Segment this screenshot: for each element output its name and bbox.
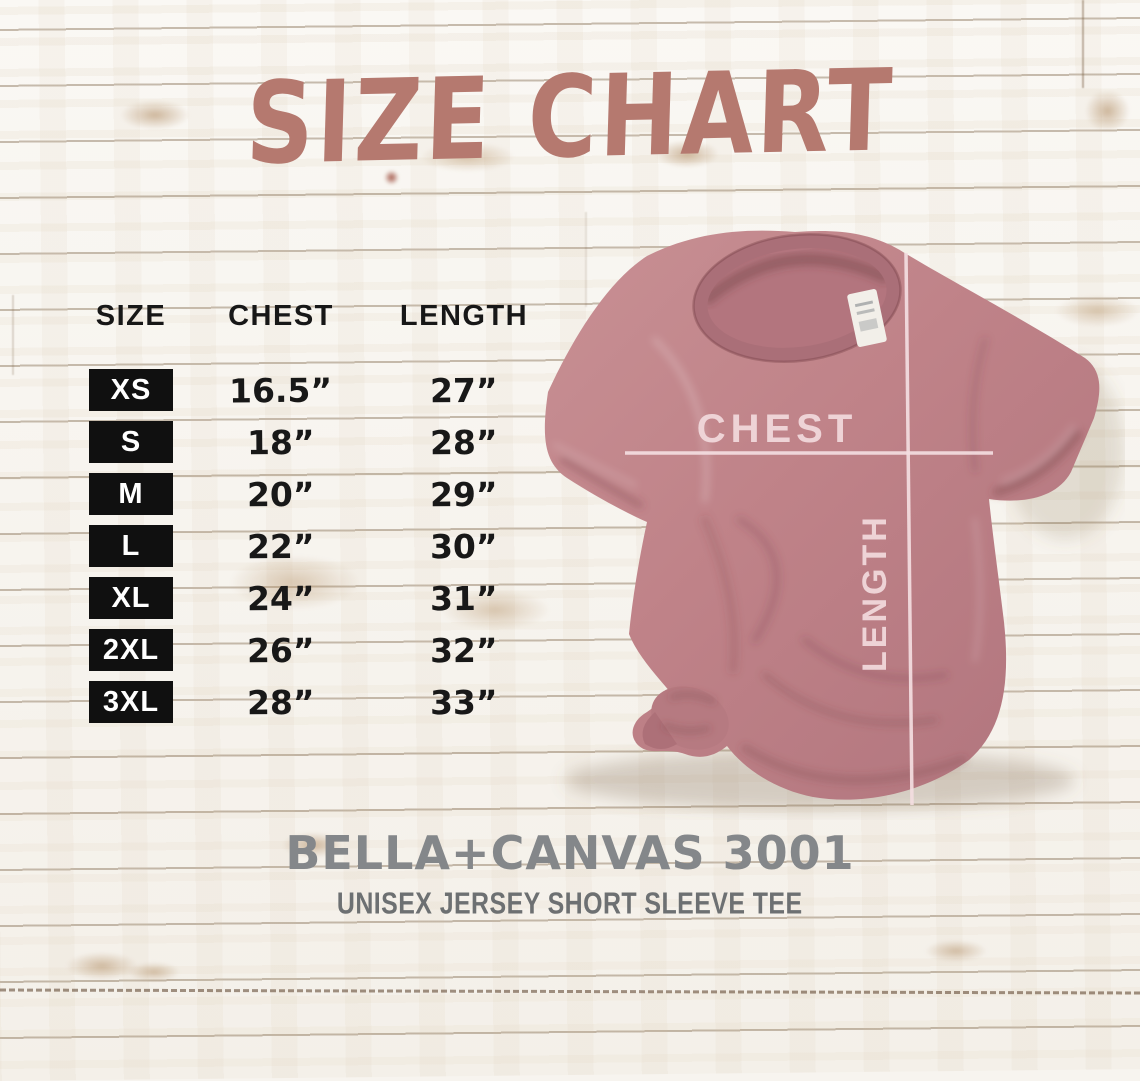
page-title-text: SIZE CHART xyxy=(243,44,897,190)
size-table: XS 16.5” 27” S 18” 28” M 20” 29” L 22” 3… xyxy=(70,364,558,728)
tshirt-photo: CHEST LENGTH xyxy=(544,230,1125,810)
wood-knot xyxy=(420,142,515,172)
product-subtitle: UNISEX JERSEY SHORT SLEEVE TEE xyxy=(0,887,1140,921)
column-header-chest: CHEST xyxy=(228,300,334,332)
size-badge: 3XL xyxy=(89,681,173,723)
size-badge: 2XL xyxy=(89,629,173,671)
neck-label xyxy=(847,289,887,347)
fabric-fold xyxy=(801,636,949,682)
fabric-fold xyxy=(700,515,739,675)
fabric-fold xyxy=(652,337,710,503)
chest-value: 24” xyxy=(247,578,315,618)
sleeve-crease xyxy=(559,456,644,509)
wood-knot xyxy=(655,140,719,168)
chest-value: 16.5” xyxy=(229,370,333,410)
table-row: S 18” 28” xyxy=(70,416,558,468)
table-row: 2XL 26” 32” xyxy=(70,624,558,676)
length-measure-line xyxy=(904,252,914,806)
product-subtitle-text: UNISEX JERSEY SHORT SLEEVE TEE xyxy=(337,887,803,921)
fabric-fold xyxy=(972,517,983,663)
chest-value: 18” xyxy=(247,422,315,462)
chest-measure-label: CHEST xyxy=(697,407,858,451)
product-name: BELLA+CANVAS 3001 xyxy=(285,826,855,880)
wood-knot xyxy=(66,952,138,980)
table-row: XL 24” 31” xyxy=(70,572,558,624)
length-value: 31” xyxy=(430,578,498,618)
length-value: 33” xyxy=(430,682,498,722)
fabric-fold xyxy=(741,744,967,784)
sleeve-crease xyxy=(553,443,637,487)
column-header-length: LENGTH xyxy=(399,300,529,332)
wood-knot xyxy=(925,940,987,962)
chest-value: 20” xyxy=(247,474,315,514)
length-value: 30” xyxy=(430,526,498,566)
wood-crack xyxy=(12,295,14,375)
sleeve-cuff-roll xyxy=(1001,424,1075,482)
chest-value: 26” xyxy=(247,630,315,670)
wood-crack xyxy=(1082,0,1084,88)
chest-value: 28” xyxy=(247,682,315,722)
wood-knot xyxy=(1085,90,1130,132)
table-row: 3XL 28” 33” xyxy=(70,676,558,728)
length-measure-label: LENGTH xyxy=(856,514,894,672)
wood-knot xyxy=(440,590,550,630)
table-row: M 20” 29” xyxy=(70,468,558,520)
fabric-fold xyxy=(736,516,781,644)
measurement-overlay: CHEST LENGTH xyxy=(625,252,993,806)
table-row: L 22” 30” xyxy=(70,520,558,572)
length-value: 32” xyxy=(430,630,498,670)
size-table-header: SIZE CHEST LENGTH xyxy=(70,300,558,333)
size-badge: L xyxy=(89,525,173,567)
length-value: 29” xyxy=(430,474,498,514)
wood-knot xyxy=(230,555,360,610)
wood-knot xyxy=(282,832,344,858)
size-badge: XL xyxy=(89,577,173,619)
size-badge: XS xyxy=(89,369,173,411)
table-row: XS 16.5” 27” xyxy=(70,364,558,416)
length-value: 27” xyxy=(430,370,498,410)
chest-value: 22” xyxy=(247,526,315,566)
sleeve-cuff-roll xyxy=(992,429,1083,497)
wood-knot xyxy=(120,100,190,130)
wood-crack xyxy=(585,212,587,307)
wood-knot xyxy=(384,170,399,185)
size-badge: S xyxy=(89,421,173,463)
tshirt-knot xyxy=(642,686,729,750)
page-title: SIZE CHART xyxy=(0,44,1140,190)
column-header-size: SIZE xyxy=(95,300,167,332)
wood-knot xyxy=(128,962,180,982)
size-badge: M xyxy=(89,473,173,515)
tshirt-collar xyxy=(692,232,902,364)
wood-knot xyxy=(1055,295,1140,327)
length-value: 28” xyxy=(430,422,498,462)
